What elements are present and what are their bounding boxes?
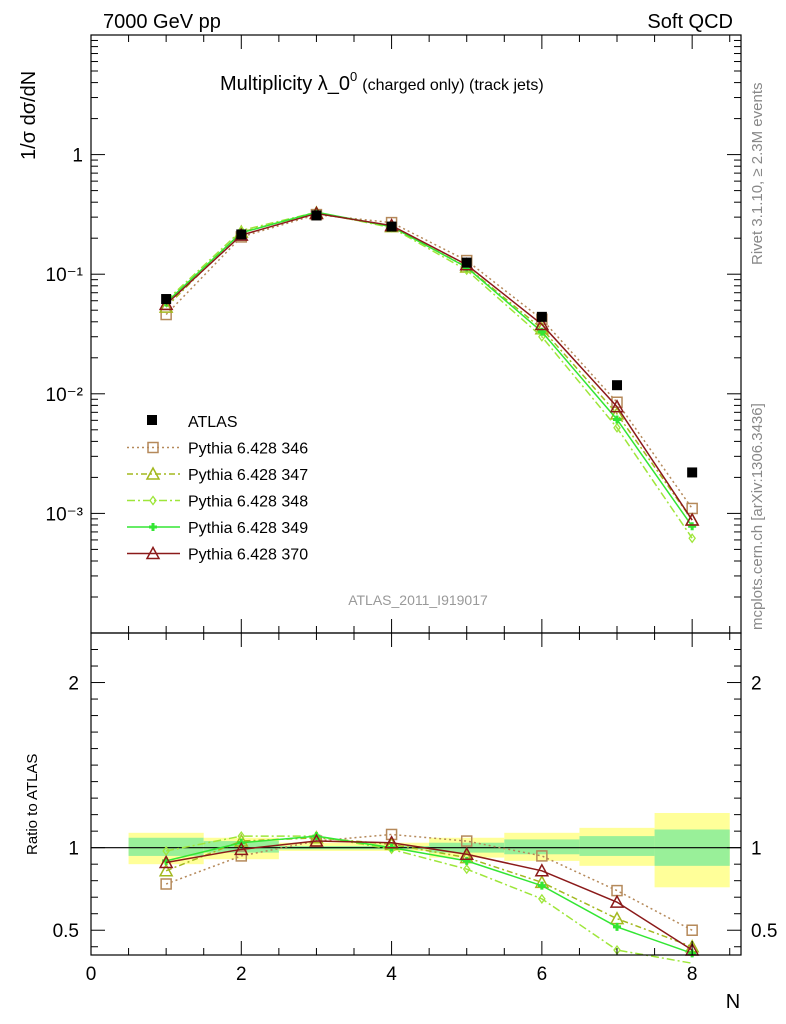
main-marker-2-7 bbox=[688, 533, 696, 544]
atlas-point-7 bbox=[687, 467, 698, 478]
ratio-marker-4-2 bbox=[309, 833, 324, 847]
ratio-ytick-label-right: 2 bbox=[751, 674, 762, 695]
legend-label-0: Pythia 6.428 346 bbox=[188, 441, 308, 458]
chart-title: Multiplicity λ_00 (charged only) (track j… bbox=[220, 69, 544, 95]
ratio-marker-4-4 bbox=[459, 846, 474, 861]
chart-title-small: (charged only) (track jets) bbox=[362, 77, 543, 94]
green-band-5 bbox=[504, 839, 580, 855]
mcplots-label: mcplots.cern.ch [arXiv:1306.3436] bbox=[749, 403, 766, 630]
rivet-label: Rivet 3.1.10, ≥ 2.3M events bbox=[749, 83, 766, 266]
ratio-bands bbox=[91, 812, 741, 888]
ratio-xtick-label: 0 bbox=[86, 964, 97, 985]
ratio-ytick-label-right: 0.5 bbox=[751, 921, 777, 942]
main-marker-1-0 bbox=[158, 299, 174, 313]
atlas-point-4 bbox=[461, 257, 472, 268]
atlas-point-3 bbox=[386, 221, 397, 232]
ratio-marker-0-0 bbox=[160, 878, 172, 890]
ratio-xtick-label: 6 bbox=[537, 964, 548, 985]
chart-title-sup: 0 bbox=[350, 69, 357, 84]
legend-marker-2 bbox=[149, 495, 157, 506]
main-ytick-label: 10⁻³ bbox=[46, 504, 84, 525]
atlas-point-5 bbox=[536, 311, 547, 322]
ratio-line-4 bbox=[166, 840, 693, 951]
ratio-marker-1-0 bbox=[158, 863, 174, 877]
ratio-marker-0-5 bbox=[536, 850, 548, 862]
atlas-point-1 bbox=[236, 229, 247, 240]
main-ytick-label: 10⁻² bbox=[46, 385, 84, 406]
x-axis-label: N bbox=[726, 991, 740, 1013]
main-line-2 bbox=[165, 211, 693, 539]
ratio-marker-4-3 bbox=[384, 835, 399, 849]
main-marker-4-6 bbox=[609, 399, 625, 413]
ratio-xtick-label: 8 bbox=[687, 964, 698, 985]
main-marker-4-5 bbox=[534, 316, 550, 331]
main-marker-0-7 bbox=[686, 502, 698, 515]
ratio-ytick-label-left: 2 bbox=[68, 674, 79, 695]
ratio-marker-0-7 bbox=[686, 924, 698, 936]
main-ytick-label: 10⁻¹ bbox=[46, 265, 84, 286]
frames bbox=[90, 34, 742, 956]
ratio-marker-4-0 bbox=[158, 854, 174, 869]
legend-label-4: Pythia 6.428 370 bbox=[188, 547, 308, 564]
ratio-marker-4-5 bbox=[534, 863, 550, 877]
legend-label-3: Pythia 6.428 349 bbox=[188, 520, 308, 537]
ratio-frame bbox=[90, 632, 742, 956]
green-band-6 bbox=[579, 836, 655, 856]
series-layer bbox=[158, 205, 700, 964]
ratio-xtick-label: 4 bbox=[386, 964, 397, 985]
ratio-ytick-label-right: 1 bbox=[751, 839, 762, 860]
main-marker-3-6 bbox=[613, 415, 622, 424]
green-band-1 bbox=[203, 841, 279, 853]
header-right: Soft QCD bbox=[647, 11, 733, 33]
main-ytick-label: 1 bbox=[72, 146, 83, 167]
legend-marker-4 bbox=[145, 545, 161, 560]
ratio-marker-0-4 bbox=[460, 835, 473, 847]
legend-marker-3 bbox=[149, 523, 157, 531]
atlas-point-0 bbox=[161, 294, 172, 305]
ratio-marker-1-6 bbox=[609, 911, 625, 925]
main-marker-2-5 bbox=[538, 331, 546, 342]
header-left: 7000 GeV pp bbox=[103, 11, 221, 33]
ratio-ytick-label-left: 1 bbox=[68, 839, 79, 860]
legend-marker-0 bbox=[147, 441, 159, 454]
main-line-1 bbox=[165, 212, 693, 521]
main-frame bbox=[90, 34, 742, 634]
ratio-marker-4-1 bbox=[234, 841, 249, 856]
ratio-marker-0-6 bbox=[611, 884, 623, 897]
legend: ATLAS Pythia 6.428 346 Pythia 6.428 347 Pyt… bbox=[127, 414, 308, 564]
ticks: 10⁻³ 10⁻² 10⁻¹ 1 0 2 4 6 8 0.5 0.5 1 1 2 2 bbox=[46, 35, 777, 985]
legend-marker-1 bbox=[145, 466, 161, 480]
y-axis-label-main: 1/σ dσ/dN bbox=[18, 71, 40, 160]
analysis-watermark: ATLAS_2011_I919017 bbox=[348, 592, 488, 608]
legend-label-1: Pythia 6.428 347 bbox=[188, 467, 308, 484]
ratio-marker-0-1 bbox=[235, 850, 248, 862]
main-marker-4-7 bbox=[684, 512, 700, 526]
legend-atlas-label: ATLAS bbox=[188, 414, 238, 431]
chart-title-main: Multiplicity λ_0 bbox=[220, 73, 350, 95]
main-marker-2-6 bbox=[613, 422, 621, 433]
atlas-point-2 bbox=[311, 210, 322, 221]
main-line-3 bbox=[165, 211, 693, 527]
legend-label-2: Pythia 6.428 348 bbox=[188, 494, 308, 511]
main-line-0 bbox=[165, 213, 693, 509]
atlas-point-6 bbox=[612, 380, 623, 391]
ratio-ytick-label-left: 0.5 bbox=[53, 921, 79, 942]
legend-atlas-marker bbox=[147, 415, 157, 425]
ratio-marker-3-5 bbox=[537, 881, 546, 890]
ratio-marker-2-5 bbox=[538, 893, 546, 904]
ratio-marker-2-4 bbox=[462, 864, 471, 875]
main-line-4 bbox=[165, 212, 693, 521]
ratio-marker-4-6 bbox=[609, 894, 625, 908]
ratio-xtick-label: 2 bbox=[236, 964, 247, 985]
y-axis-label-ratio: Ratio to ATLAS bbox=[24, 754, 41, 855]
ratio-marker-3-6 bbox=[613, 922, 622, 931]
main-marker-3-7 bbox=[688, 522, 697, 531]
ratio-marker-3-4 bbox=[462, 856, 471, 865]
ratio-line-3 bbox=[165, 835, 693, 955]
ratio-line-1 bbox=[165, 837, 693, 948]
